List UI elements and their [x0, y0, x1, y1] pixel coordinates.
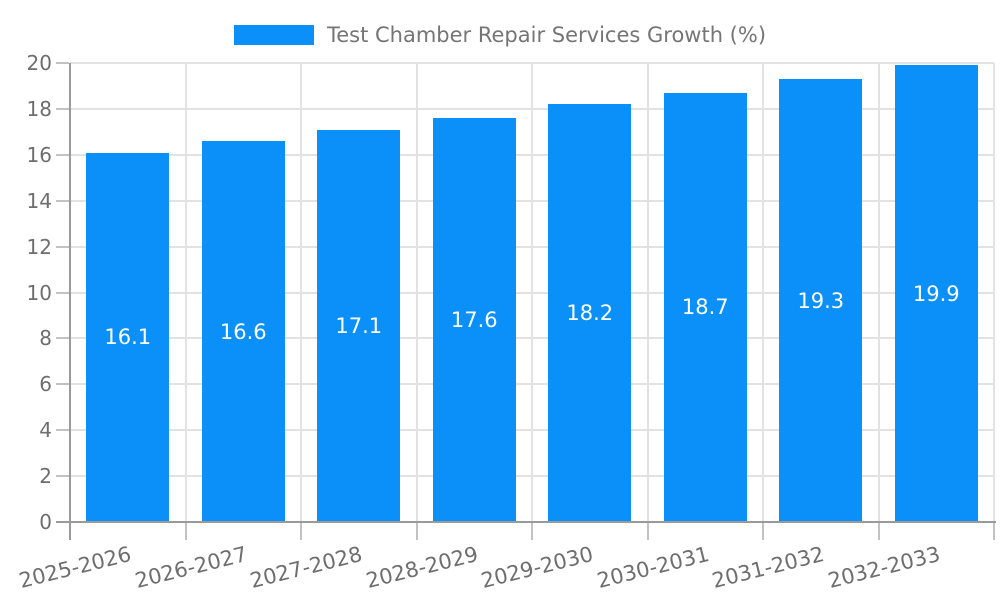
y-tick-label: 8 — [39, 326, 52, 351]
x-tick-label: 2029-2030 — [478, 541, 596, 593]
y-tick-label: 2 — [39, 464, 52, 489]
x-tick-label: 2030-2031 — [594, 541, 712, 593]
y-tick-mark — [56, 245, 69, 248]
legend[interactable]: Test Chamber Repair Services Growth (%) — [0, 22, 1000, 48]
x-tick-label: 2026-2027 — [132, 541, 250, 593]
legend-swatch — [233, 25, 314, 45]
y-tick-mark — [56, 475, 69, 478]
y-axis-line — [69, 63, 71, 540]
bar-value-label: 19.9 — [912, 281, 960, 306]
gridline-vertical — [993, 63, 995, 522]
y-tick-mark — [56, 199, 69, 202]
y-tick-mark — [56, 429, 69, 432]
bar-value-label: 17.1 — [335, 313, 383, 338]
bar-2029-2030: 18.2 — [548, 104, 632, 522]
gridline-vertical — [415, 63, 418, 522]
x-tick-label: 2031-2032 — [709, 541, 827, 593]
legend-title: Test Chamber Repair Services Growth (%) — [326, 23, 767, 47]
y-tick-label: 20 — [26, 51, 52, 75]
gridline-vertical — [877, 63, 880, 522]
plot-area: 16.1 16.6 17.1 17.6 18.2 18.7 19.3 19.9 — [70, 62, 995, 522]
y-tick-label: 16 — [26, 142, 52, 167]
bar-value-label: 17.6 — [450, 308, 498, 333]
x-tick-mark — [877, 522, 880, 540]
x-tick-label: 2028-2029 — [363, 541, 481, 593]
bar-value-label: 18.2 — [566, 301, 614, 326]
gridline-vertical — [300, 63, 302, 522]
bar-2030-2031: 18.7 — [663, 92, 747, 522]
x-tick-mark — [415, 522, 418, 540]
bar-2032-2033: 19.9 — [894, 65, 978, 522]
x-tick-mark — [300, 522, 302, 540]
gridline-vertical — [646, 63, 649, 522]
bar-value-label: 18.7 — [681, 295, 729, 320]
x-tick-mark — [993, 522, 995, 540]
y-tick-mark — [56, 383, 69, 386]
gridline-vertical — [184, 63, 187, 522]
y-tick-label: 0 — [39, 510, 52, 534]
y-tick-mark — [56, 153, 69, 156]
bar-value-label: 19.3 — [797, 288, 845, 313]
x-tick-label: 2027-2028 — [247, 541, 365, 593]
bar-2025-2026: 16.1 — [86, 152, 170, 522]
x-tick-label: 2032-2033 — [825, 541, 943, 593]
gridline-vertical — [531, 63, 533, 522]
x-tick-mark — [184, 522, 187, 540]
bar-2027-2028: 17.1 — [317, 129, 401, 522]
y-tick-label: 6 — [39, 372, 52, 397]
bar-2026-2027: 16.6 — [201, 141, 285, 522]
y-tick-mark — [56, 62, 69, 64]
y-tick-label: 14 — [26, 188, 52, 213]
y-tick-label: 18 — [26, 96, 52, 121]
y-tick-label: 4 — [39, 418, 52, 443]
y-tick-mark — [56, 337, 69, 340]
x-tick-mark — [531, 522, 533, 540]
x-tick-mark — [646, 522, 649, 540]
bar-2031-2032: 19.3 — [779, 79, 863, 522]
gridline-vertical — [762, 63, 764, 522]
bar-value-label: 16.1 — [104, 325, 152, 350]
x-axis-line — [56, 521, 996, 523]
bar-2028-2029: 17.6 — [432, 118, 516, 522]
y-tick-mark — [56, 107, 69, 110]
x-tick-label: 2025-2026 — [16, 541, 134, 593]
y-tick-label: 12 — [26, 234, 52, 259]
x-tick-mark — [762, 522, 764, 540]
y-tick-label: 10 — [26, 280, 52, 305]
y-tick-mark — [56, 291, 69, 294]
bar-value-label: 16.6 — [219, 319, 267, 344]
